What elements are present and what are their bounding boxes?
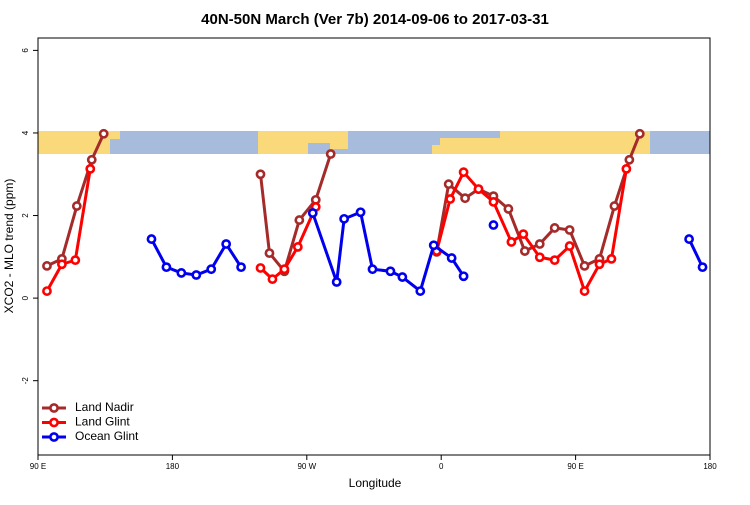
legend-label: Land Nadir <box>75 400 134 414</box>
y-axis-label: XCO2 - MLO trend (ppm) <box>2 179 16 314</box>
chart-title: 40N-50N March (Ver 7b) 2014-09-06 to 201… <box>201 11 549 28</box>
y-tick-label: -2 <box>21 377 30 385</box>
data-point <box>279 264 290 275</box>
data-point <box>518 229 529 240</box>
plot-area: 90 E 180 90 W 0 90 E 180 -2 0 2 4 6 Land NadirLand … <box>21 48 717 471</box>
data-point <box>506 237 517 247</box>
data-point <box>503 204 514 214</box>
data-point <box>236 262 246 273</box>
data-point <box>294 215 305 225</box>
legend-marker <box>49 432 59 442</box>
land-strip <box>258 131 308 154</box>
data-point <box>579 261 590 271</box>
data-point <box>191 270 202 280</box>
data-point <box>325 149 336 159</box>
data-point <box>473 184 484 195</box>
data-point <box>397 272 408 282</box>
data-point <box>292 242 303 252</box>
legend-marker <box>49 417 59 428</box>
x-tick-label: 180 <box>703 462 717 471</box>
data-point <box>42 286 52 296</box>
legend-marker <box>49 403 59 413</box>
data-point <box>634 128 645 139</box>
land-strip <box>308 131 348 143</box>
data-point <box>519 246 530 256</box>
data-point <box>264 248 275 259</box>
data-point <box>428 240 439 251</box>
data-point <box>85 163 96 174</box>
data-point <box>385 266 396 277</box>
x-tick-label: 90 W <box>297 462 316 471</box>
data-point <box>697 262 708 273</box>
data-point <box>331 277 342 287</box>
data-point <box>161 262 172 273</box>
x-axis-label: Longitude <box>349 476 402 490</box>
data-point <box>549 223 560 233</box>
data-point <box>549 255 560 266</box>
data-point <box>415 286 426 296</box>
data-point <box>71 201 82 211</box>
data-point <box>594 259 605 270</box>
data-point <box>367 264 378 275</box>
y-tick-label: 6 <box>21 48 30 53</box>
x-tick-label: 180 <box>166 462 180 471</box>
data-point <box>255 263 266 273</box>
data-point <box>684 234 694 244</box>
data-point <box>443 179 454 190</box>
data-point <box>445 194 456 204</box>
data-point <box>206 264 217 275</box>
land-strip <box>440 138 500 154</box>
data-point <box>534 252 545 263</box>
data-point <box>446 253 457 263</box>
map-strip <box>38 131 710 154</box>
land-strip <box>38 131 110 154</box>
data-point <box>624 154 635 165</box>
data-point <box>70 255 81 266</box>
data-point <box>534 239 545 249</box>
data-point <box>458 271 469 282</box>
data-point <box>176 268 187 278</box>
data-point <box>609 201 620 211</box>
data-point <box>146 234 157 244</box>
data-point <box>307 208 318 218</box>
x-tick-label: 90 E <box>30 462 46 471</box>
legend-label: Ocean Glint <box>75 429 139 443</box>
data-point <box>42 261 52 271</box>
data-point <box>579 286 590 296</box>
data-point <box>339 213 350 224</box>
data-point <box>488 197 499 207</box>
data-point <box>86 154 97 165</box>
land-strip <box>500 131 650 154</box>
data-point <box>355 207 366 218</box>
plot-frame <box>37 37 711 456</box>
legend-label: Land Glint <box>75 415 130 429</box>
y-tick-label: 4 <box>21 130 30 135</box>
data-point <box>488 220 499 230</box>
data-point <box>564 225 575 235</box>
data-point <box>267 274 278 285</box>
data-point <box>255 169 266 180</box>
data-point <box>98 128 109 139</box>
data-point <box>221 239 232 249</box>
data-point <box>564 241 575 251</box>
x-tick-label: 90 E <box>567 462 583 471</box>
land-strip <box>110 131 120 139</box>
data-point <box>56 259 67 270</box>
y-tick-label: 2 <box>21 213 30 218</box>
x-tick-label: 0 <box>439 462 444 471</box>
y-tick-label: 0 <box>21 295 30 300</box>
data-point <box>621 163 632 174</box>
data-point <box>606 253 617 264</box>
land-strip <box>330 143 348 149</box>
data-point <box>458 167 469 178</box>
data-point <box>460 193 470 204</box>
